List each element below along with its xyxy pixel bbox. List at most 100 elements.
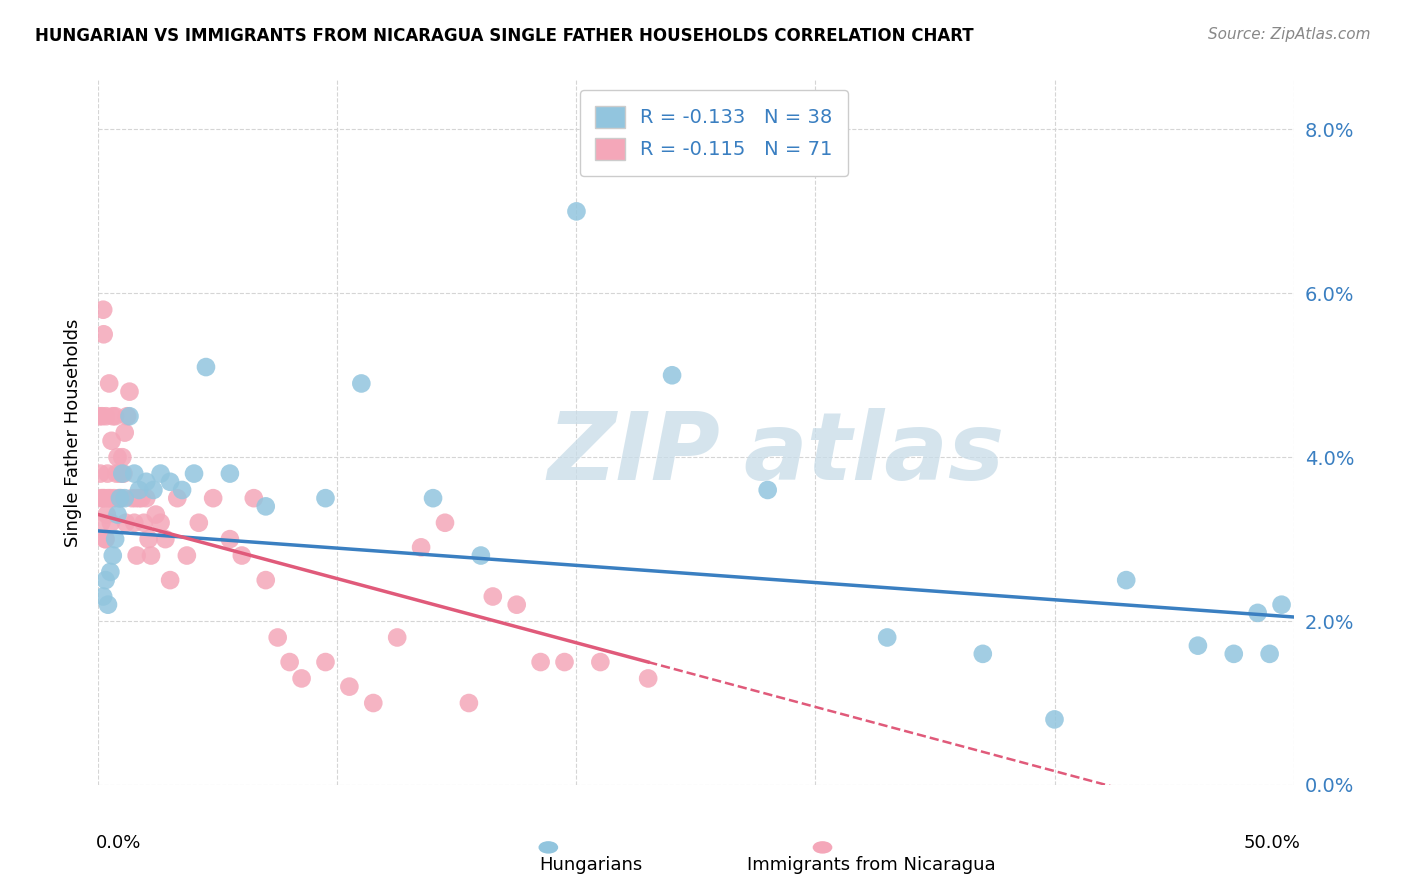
Point (565, 204, 588, 219)
Point (1187, 639, 1209, 653)
Point (111, 467, 134, 481)
Point (202, 491, 225, 505)
Point (876, 631, 898, 645)
Point (756, 483, 779, 497)
Point (107, 450, 129, 465)
Point (93, 327, 115, 342)
Point (176, 549, 198, 563)
Point (159, 573, 181, 587)
Point (195, 360, 218, 375)
Point (231, 549, 253, 563)
Text: Immigrants from Nicaragua: Immigrants from Nicaragua (748, 856, 995, 874)
Point (1247, 606, 1270, 620)
Point (1223, 647, 1246, 661)
Point (142, 483, 165, 497)
Point (291, 672, 314, 686)
Point (149, 516, 172, 530)
Point (91, 491, 114, 505)
Point (128, 483, 150, 497)
Point (637, 672, 659, 686)
Point (315, 655, 337, 669)
Point (105, 467, 128, 481)
Point (482, 590, 505, 604)
Point (183, 467, 205, 481)
Text: 0.0%: 0.0% (96, 834, 141, 852)
Point (103, 491, 125, 505)
Point (96, 467, 118, 481)
Point (98, 376, 121, 391)
Point (243, 491, 266, 505)
Point (172, 483, 194, 497)
Point (138, 532, 160, 546)
Point (1115, 573, 1137, 587)
Point (139, 549, 162, 563)
Point (155, 532, 177, 546)
Point (94, 409, 117, 424)
Point (339, 680, 361, 694)
Point (110, 491, 132, 505)
Point (267, 631, 290, 645)
Point (1258, 647, 1281, 661)
Point (94, 532, 117, 546)
Point (104, 532, 127, 546)
Point (278, 655, 301, 669)
Point (121, 491, 143, 505)
Point (434, 516, 457, 530)
Point (458, 696, 481, 710)
Point (98, 565, 122, 579)
Point (135, 491, 157, 505)
Point (89, 409, 111, 424)
Point (115, 516, 138, 530)
Point (135, 475, 157, 489)
Point (661, 368, 683, 383)
Point (90, 516, 112, 530)
Point (411, 541, 433, 555)
Point (125, 549, 148, 563)
Text: ZIP: ZIP (547, 408, 720, 500)
Point (118, 384, 141, 399)
Legend: R = -0.133   N = 38, R = -0.115   N = 71: R = -0.133 N = 38, R = -0.115 N = 71 (579, 90, 848, 176)
Point (101, 549, 124, 563)
Point (254, 500, 277, 514)
Point (219, 467, 242, 481)
Point (98, 491, 122, 505)
Point (530, 655, 553, 669)
Point (90, 491, 112, 505)
Point (254, 573, 277, 587)
Point (104, 409, 127, 424)
Point (554, 655, 576, 669)
Point (363, 696, 385, 710)
Point (108, 467, 131, 481)
Point (132, 516, 155, 530)
Point (100, 434, 122, 448)
Point (108, 491, 131, 505)
Point (91, 590, 114, 604)
Point (315, 491, 337, 505)
Point (115, 409, 138, 424)
Point (112, 467, 135, 481)
Point (128, 491, 150, 505)
Point (94, 573, 117, 587)
Point (470, 549, 492, 563)
Point (97, 598, 120, 612)
Point (118, 409, 141, 424)
Point (100, 516, 122, 530)
Point (107, 491, 129, 505)
Point (149, 467, 172, 481)
Point (972, 647, 994, 661)
Point (89, 467, 111, 481)
Point (145, 508, 167, 522)
Point (385, 631, 409, 645)
Point (1271, 598, 1294, 612)
Point (350, 376, 373, 391)
Point (91, 302, 114, 317)
Point (124, 467, 146, 481)
Point (114, 491, 136, 505)
Text: 50.0%: 50.0% (1244, 834, 1301, 852)
Point (111, 450, 134, 465)
Point (219, 532, 242, 546)
Point (94, 532, 117, 546)
Y-axis label: Single Father Households: Single Father Households (63, 318, 82, 547)
Point (131, 491, 153, 505)
Point (97, 491, 120, 505)
